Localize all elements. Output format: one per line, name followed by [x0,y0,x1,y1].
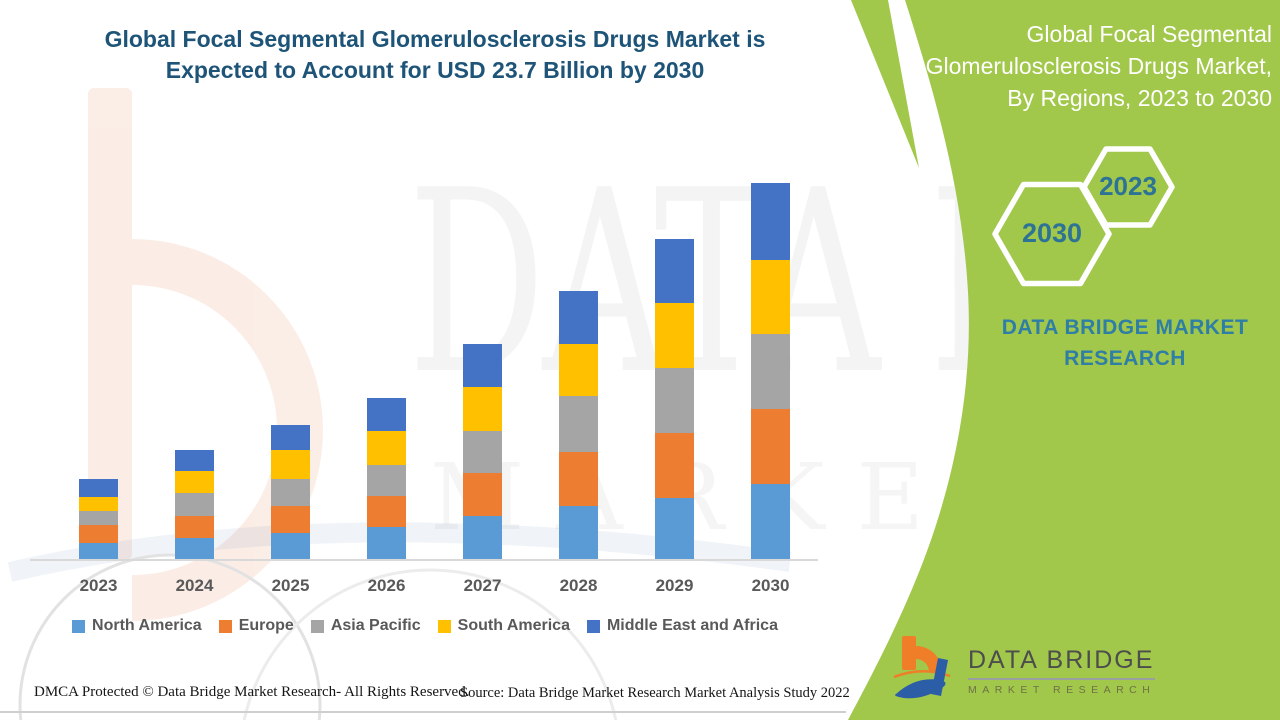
bar-segment-south-america [751,259,790,335]
stacked-bar-2027 [463,344,502,560]
bar-segment-asia-pacific [271,479,310,506]
bar-segment-europe [175,515,214,538]
panel-title: Global Focal Segmental Glomerulosclerosi… [878,18,1272,114]
footer-dmca-text: DMCA Protected © Data Bridge Market Rese… [34,684,470,700]
legend-item-north-america: North America [72,617,202,635]
panel-brand-line2: RESEARCH [1064,347,1186,370]
bar-segment-middle-east-and-africa [655,239,694,303]
legend-swatch [586,619,600,633]
bar-segment-north-america [175,537,214,560]
panel-brand-line1: DATA BRIDGE MARKET [1001,316,1249,339]
bar-segment-asia-pacific [559,396,598,452]
bar-segment-middle-east-and-africa [559,291,598,344]
x-axis-label-2028: 2028 [559,576,598,595]
bar-segment-middle-east-and-africa [367,398,406,432]
stacked-bar-2028 [559,291,598,560]
data-bridge-logo: DATA BRIDGE MARKET RESEARCH [890,634,1156,702]
bar-segment-asia-pacific [655,367,694,433]
bar-segment-asia-pacific [175,493,214,516]
bar-segment-north-america [751,483,790,560]
x-axis-label-2026: 2026 [367,576,406,595]
bar-segment-south-america [559,343,598,397]
x-axis-label-2029: 2029 [655,576,694,595]
bar-segment-middle-east-and-africa [79,479,118,497]
stacked-bar-2026 [367,398,406,560]
bar-segment-asia-pacific [751,334,790,409]
bar-segment-middle-east-and-africa [463,344,502,387]
bar-segment-asia-pacific [463,431,502,473]
legend-item-asia-pacific: Asia Pacific [310,617,421,635]
hexagon-label-2030: 2030 [1021,218,1083,248]
bar-segment-middle-east-and-africa [751,183,790,260]
stacked-bar-2030 [751,183,790,560]
footer-source-text: Source: Data Bridge Market Research Mark… [460,685,850,701]
bar-segment-north-america [655,498,694,560]
chart-title: Global Focal Segmental Glomerulosclerosi… [90,24,780,86]
bar-segment-south-america [367,431,406,465]
x-axis-label-2027: 2027 [463,576,502,595]
bar-segment-south-america [655,302,694,368]
x-axis-label-2025: 2025 [271,576,310,595]
chart-legend: North America Europe Asia Pacific South Ame… [30,617,820,635]
legend-swatch [437,619,451,633]
bar-segment-europe [655,432,694,499]
chart-title-line2: Expected to Account for USD 23.7 Billion… [165,57,705,83]
legend-swatch [310,619,324,633]
bar-segment-middle-east-and-africa [271,424,310,451]
x-axis-label-2030: 2030 [751,576,790,595]
legend-label: Europe [238,617,294,634]
bar-segment-south-america [271,450,310,479]
stacked-bar-2024 [175,450,214,560]
chart-title-line1: Global Focal Segmental Glomerulosclerosi… [104,26,766,52]
bar-segment-europe [751,408,790,484]
logo-brand-text: DATA BRIDGE [968,646,1156,680]
bar-segment-middle-east-and-africa [175,450,214,471]
stacked-bar-2023 [79,479,118,560]
hexagon-label-2023: 2023 [1099,171,1157,201]
logo-words: DATA BRIDGE MARKET RESEARCH [968,646,1156,696]
legend-swatch [218,619,232,633]
bar-segment-north-america [559,505,598,560]
green-panel-body [848,0,1280,720]
green-panel-strip [851,0,919,168]
bar-segment-europe [79,525,118,543]
bar-segment-europe [271,506,310,533]
x-axis-line [30,559,818,561]
stacked-bar-2029 [655,239,694,560]
bar-segment-europe [367,496,406,527]
hexagon-2023 [1081,146,1175,228]
legend-label: North America [92,617,202,634]
bar-segment-north-america [367,526,406,560]
x-axis-label-2024: 2024 [175,576,214,595]
bar-segment-asia-pacific [79,510,118,526]
legend-label: Asia Pacific [330,617,421,634]
bar-segment-europe [559,451,598,506]
panel-title-line2: Glomerulosclerosis Drugs Market, [925,53,1272,79]
panel-brand-text: DATA BRIDGE MARKET RESEARCH [955,312,1280,374]
data-bridge-logo-icon [893,636,951,699]
logo-sub-text: MARKET RESEARCH [968,684,1156,696]
stacked-bar-2025 [271,424,310,560]
bar-segment-europe [463,472,502,516]
hexagon-2030 [992,181,1112,287]
legend-item-europe: Europe [218,617,294,635]
bar-segment-asia-pacific [367,464,406,497]
legend-item-south-america: South America [437,617,570,635]
bar-segment-north-america [271,533,310,560]
legend-label: South America [457,617,570,634]
legend-swatch [72,619,86,633]
footer-divider [0,711,846,713]
legend-label: Middle East and Africa [606,617,778,634]
panel-title-line1: Global Focal Segmental [1026,21,1272,47]
legend-item-middle-east-and-africa: Middle East and Africa [586,617,778,635]
bar-segment-south-america [175,471,214,494]
x-axis-label-2023: 2023 [79,576,118,595]
bar-segment-north-america [79,542,118,560]
bar-segment-south-america [79,496,118,511]
panel-title-line3: By Regions, 2023 to 2030 [1007,85,1272,111]
bar-segment-north-america [463,515,502,560]
bar-segment-south-america [463,386,502,432]
